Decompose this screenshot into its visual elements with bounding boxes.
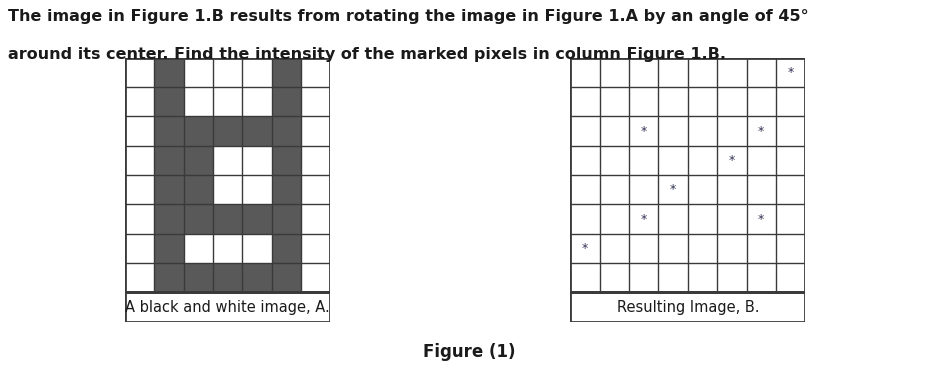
Bar xyxy=(213,204,242,234)
Text: *: * xyxy=(582,242,588,255)
Bar xyxy=(154,234,184,263)
Bar xyxy=(271,87,301,116)
Text: Figure (1): Figure (1) xyxy=(423,343,516,361)
Bar xyxy=(271,175,301,204)
Text: *: * xyxy=(670,183,676,196)
Bar xyxy=(154,204,184,234)
Bar xyxy=(154,263,184,292)
Bar xyxy=(125,292,331,322)
Bar xyxy=(154,87,184,116)
Bar xyxy=(271,116,301,146)
Bar xyxy=(271,234,301,263)
Text: Resulting Image, B.: Resulting Image, B. xyxy=(617,299,759,315)
Text: A black and white image, A.: A black and white image, A. xyxy=(125,299,331,315)
Text: *: * xyxy=(640,212,647,225)
Bar xyxy=(213,263,242,292)
Bar xyxy=(184,175,213,204)
Text: *: * xyxy=(788,66,793,79)
Bar xyxy=(271,204,301,234)
Text: *: * xyxy=(640,125,647,138)
Bar xyxy=(242,116,271,146)
Text: The image in Figure 1.B results from rotating the image in Figure 1.A by an angl: The image in Figure 1.B results from rot… xyxy=(8,9,808,24)
Bar xyxy=(154,175,184,204)
Bar xyxy=(271,58,301,87)
Bar xyxy=(154,146,184,175)
Text: *: * xyxy=(758,212,764,225)
Bar xyxy=(570,292,806,322)
Bar xyxy=(184,204,213,234)
Text: around its center. Find the intensity of the marked pixels in column Figure 1.B.: around its center. Find the intensity of… xyxy=(8,46,726,61)
Bar xyxy=(213,116,242,146)
Bar xyxy=(242,263,271,292)
Bar xyxy=(154,116,184,146)
Bar xyxy=(271,263,301,292)
Text: *: * xyxy=(729,154,735,167)
Text: *: * xyxy=(758,125,764,138)
Bar xyxy=(184,263,213,292)
Bar xyxy=(154,58,184,87)
Bar xyxy=(242,204,271,234)
Bar xyxy=(184,116,213,146)
Bar xyxy=(184,146,213,175)
Bar xyxy=(271,146,301,175)
